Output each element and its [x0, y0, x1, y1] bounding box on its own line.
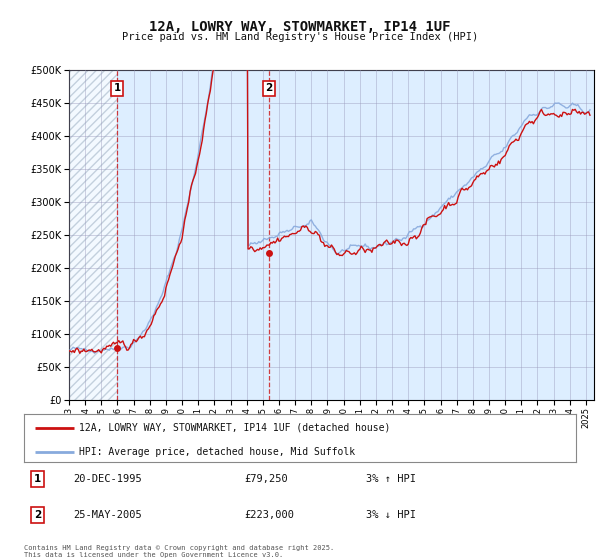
- Bar: [69, 70, 117, 400]
- Text: £223,000: £223,000: [245, 510, 295, 520]
- Text: 1: 1: [113, 83, 121, 93]
- Text: HPI: Average price, detached house, Mid Suffolk: HPI: Average price, detached house, Mid …: [79, 446, 355, 456]
- Text: 20-DEC-1995: 20-DEC-1995: [74, 474, 142, 484]
- Text: £79,250: £79,250: [245, 474, 289, 484]
- Text: 25-MAY-2005: 25-MAY-2005: [74, 510, 142, 520]
- Text: 2: 2: [265, 83, 272, 93]
- Text: 12A, LOWRY WAY, STOWMARKET, IP14 1UF: 12A, LOWRY WAY, STOWMARKET, IP14 1UF: [149, 20, 451, 34]
- Text: 1: 1: [34, 474, 41, 484]
- Text: 3% ↑ HPI: 3% ↑ HPI: [366, 474, 416, 484]
- Text: 2: 2: [34, 510, 41, 520]
- Text: 12A, LOWRY WAY, STOWMARKET, IP14 1UF (detached house): 12A, LOWRY WAY, STOWMARKET, IP14 1UF (de…: [79, 423, 391, 433]
- Text: Price paid vs. HM Land Registry's House Price Index (HPI): Price paid vs. HM Land Registry's House …: [122, 32, 478, 43]
- Text: Contains HM Land Registry data © Crown copyright and database right 2025.
This d: Contains HM Land Registry data © Crown c…: [24, 545, 334, 558]
- Text: 3% ↓ HPI: 3% ↓ HPI: [366, 510, 416, 520]
